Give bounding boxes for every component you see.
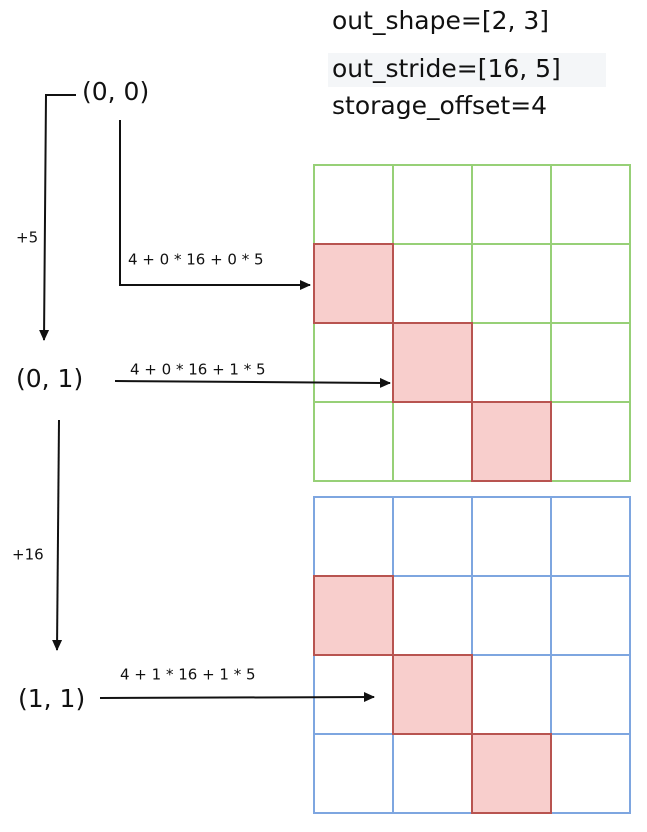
selected-cell (471, 401, 552, 482)
header-line: out_shape=[2, 3] (332, 6, 549, 35)
selected-cell (313, 575, 394, 656)
edge-label: 4 + 0 * 16 + 1 * 5 (130, 361, 266, 379)
cell (392, 164, 473, 245)
selected-cell (392, 654, 473, 735)
cell (471, 654, 552, 735)
cell (550, 164, 631, 245)
cell (313, 164, 394, 245)
cell (471, 575, 552, 656)
step-label: +5 (16, 229, 38, 247)
cell (313, 496, 394, 577)
selected-cell (471, 733, 552, 814)
cell (313, 733, 394, 814)
header-highlight (328, 53, 606, 87)
node-label: (0, 1) (16, 364, 83, 393)
node-label: (1, 1) (18, 684, 85, 713)
cell (550, 401, 631, 482)
edge-label: 4 + 0 * 16 + 0 * 5 (128, 251, 264, 269)
cell (313, 401, 394, 482)
edge-arrow (114, 377, 391, 388)
selected-cell-border (471, 733, 552, 814)
cell (392, 243, 473, 324)
cell (313, 322, 394, 403)
node-label: (0, 0) (82, 77, 149, 106)
selected-cell-border (313, 575, 394, 656)
cell (392, 733, 473, 814)
cell (550, 733, 631, 814)
cell (550, 654, 631, 735)
selected-cell-border (313, 243, 394, 324)
selected-cell-border (471, 401, 552, 482)
cell (392, 401, 473, 482)
step-arrow (39, 94, 76, 341)
cell (550, 575, 631, 656)
cell (550, 496, 631, 577)
edge-arrow (119, 120, 311, 290)
selected-cell (313, 243, 394, 324)
edge-arrow (99, 692, 375, 703)
step-arrow (52, 419, 63, 651)
selected-cell-border (392, 654, 473, 735)
cell (550, 243, 631, 324)
cell (471, 496, 552, 577)
header-line: storage_offset=4 (332, 91, 547, 120)
cell (313, 654, 394, 735)
edge-label: 4 + 1 * 16 + 1 * 5 (120, 666, 256, 684)
selected-cell-border (392, 322, 473, 403)
cell (471, 164, 552, 245)
cell (392, 496, 473, 577)
selected-cell (392, 322, 473, 403)
cell (471, 322, 552, 403)
cell (471, 243, 552, 324)
step-label: +16 (12, 546, 44, 564)
grids (313, 164, 631, 814)
cell (392, 575, 473, 656)
cell (550, 322, 631, 403)
header-line: out_stride=[16, 5] (332, 54, 561, 83)
